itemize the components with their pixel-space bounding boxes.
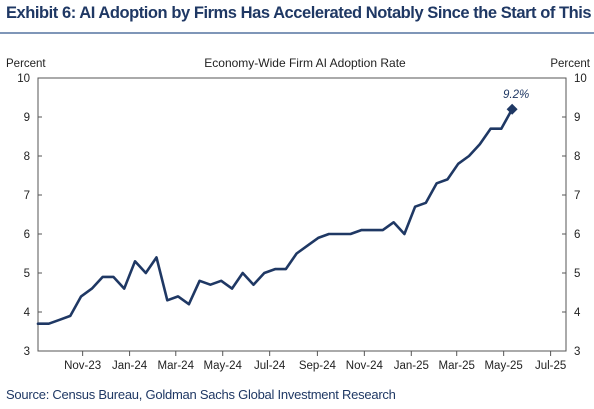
y-tick-label-right: 7 <box>574 190 580 202</box>
x-tick-label: May-25 <box>484 360 522 372</box>
y-tick-label-right: 4 <box>574 307 581 319</box>
x-tick-label: Jul-25 <box>535 360 566 372</box>
y-tick-label-right: 6 <box>574 229 580 241</box>
x-tick-label: Jul-24 <box>254 360 286 372</box>
x-tick-label: Sep-24 <box>299 360 337 372</box>
y-tick-label-left: 9 <box>24 112 30 124</box>
y-tick-label-right: 10 <box>574 73 587 85</box>
y-tick-label-left: 8 <box>24 151 30 163</box>
x-tick-label: Nov-23 <box>64 360 101 372</box>
x-tick-label: May-24 <box>204 360 243 372</box>
y-tick-label-left: 6 <box>24 229 30 241</box>
y-tick-label-left: 7 <box>24 190 30 202</box>
y-tick-label-right: 3 <box>574 346 580 358</box>
last-point-label: 9.2% <box>503 89 529 101</box>
y-tick-label-right: 5 <box>574 268 580 280</box>
y-axis-title-right: Percent <box>550 58 590 70</box>
x-tick-label: Mar-24 <box>158 360 195 372</box>
y-tick-label-left: 3 <box>24 346 30 358</box>
y-axis-title-left: Percent <box>6 58 46 70</box>
y-tick-label-left: 5 <box>24 268 30 280</box>
x-tick-label: Mar-25 <box>438 360 474 372</box>
y-tick-label-right: 9 <box>574 112 580 124</box>
y-tick-label-left: 4 <box>24 307 31 319</box>
x-tick-label: Jan-25 <box>394 360 429 372</box>
exhibit-title: Exhibit 6: AI Adoption by Firms Has Acce… <box>6 4 592 22</box>
adoption-rate-line <box>36 107 514 326</box>
title-divider <box>0 32 594 34</box>
last-point-marker <box>506 103 518 115</box>
x-tick-label: Jan-24 <box>112 360 148 372</box>
adoption-rate-chart: Economy-Wide Firm AI Adoption Rate Perce… <box>6 56 591 372</box>
plot-frame <box>37 77 567 352</box>
chart-title: Economy-Wide Firm AI Adoption Rate <box>204 56 406 70</box>
y-tick-label-left: 10 <box>17 73 30 85</box>
source-note: Source: Census Bureau, Goldman Sachs Glo… <box>6 387 396 402</box>
x-tick-label: Nov-24 <box>346 360 384 372</box>
y-tick-label-right: 8 <box>574 151 580 163</box>
